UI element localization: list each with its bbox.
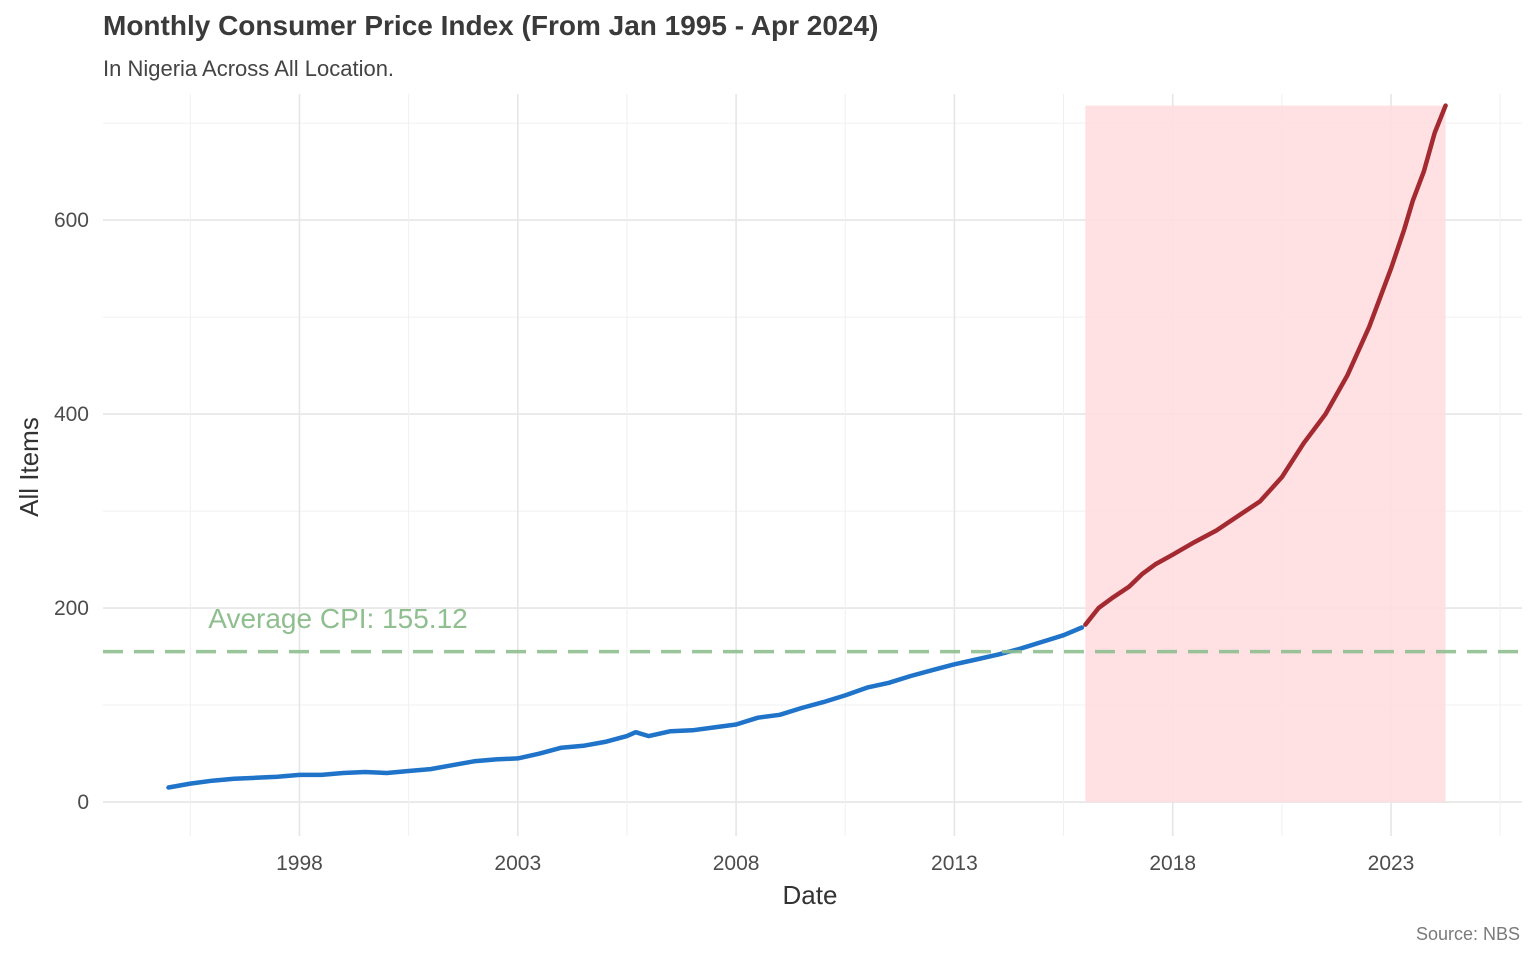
tick-labels: 0 200 400 600 1998 2003 2008 2013 2018 2023	[54, 209, 1414, 875]
x-tick-label: 2018	[1149, 852, 1196, 875]
highlight-region	[1085, 105, 1446, 803]
x-tick-label: 2008	[713, 852, 760, 875]
chart-title: Monthly Consumer Price Index (From Jan 1…	[103, 10, 879, 41]
highlight-region-layer	[1085, 105, 1446, 803]
x-tick-label: 1998	[276, 852, 323, 875]
x-axis-title: Date	[783, 880, 838, 910]
x-tick-label: 2013	[931, 852, 978, 875]
chart-caption: Source: NBS	[1415, 924, 1520, 944]
y-tick-label: 400	[54, 403, 89, 426]
series-layer	[166, 103, 1448, 790]
average-cpi-label: Average CPI: 155.12	[208, 603, 467, 634]
chart-subtitle: In Nigeria Across All Location.	[103, 56, 395, 81]
series-line-2	[1083, 103, 1448, 627]
series-line-1	[166, 625, 1085, 790]
y-tick-label: 200	[54, 597, 89, 620]
y-tick-label: 0	[77, 791, 89, 814]
y-axis-title: All Items	[14, 417, 44, 517]
x-tick-label: 2023	[1368, 852, 1415, 875]
average-line-layer: Average CPI: 155.12	[103, 603, 1522, 654]
y-tick-label: 600	[54, 209, 89, 232]
x-tick-label: 2003	[494, 852, 541, 875]
